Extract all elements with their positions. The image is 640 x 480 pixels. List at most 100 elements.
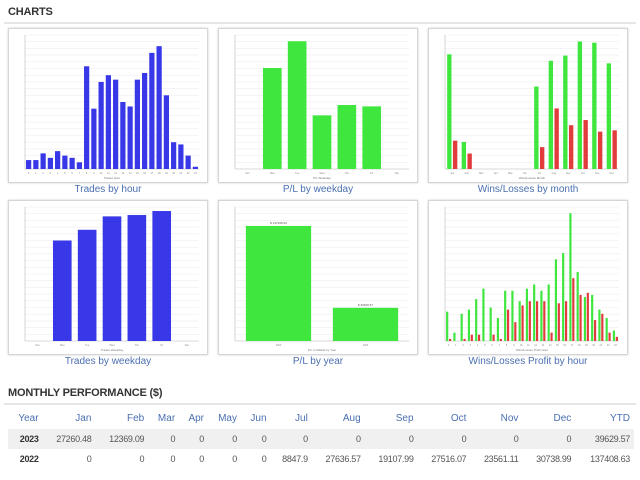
value-cell: 0 — [232, 454, 237, 464]
bar — [525, 288, 529, 341]
x-tick-label: Mon — [60, 344, 65, 347]
value-cell: 0 — [170, 454, 176, 464]
bar — [76, 162, 82, 169]
bar — [518, 301, 521, 341]
bar — [568, 125, 574, 169]
x-axis-label: Wins/Losses Profit Hour — [516, 348, 548, 352]
x-tick-label: 8 — [86, 172, 88, 175]
bar — [562, 253, 565, 341]
chart-svg: Sun Mon Tue Wed Thu Fri Sat Trades Weekday — [24, 206, 199, 352]
x-tick-label: 0 — [448, 344, 450, 347]
value-cell: 0 — [311, 429, 365, 449]
x-tick-label: Sun — [245, 172, 250, 175]
value-cell: 0 — [240, 429, 271, 449]
data-label: $ 39629.57 — [358, 303, 373, 307]
column-header: Jul — [295, 413, 308, 424]
bar — [178, 144, 184, 169]
value-cell: 12369.09 — [95, 429, 149, 449]
chart-svg: 0 1 2 3 4 5 6 7 8 9 10 11 12 13 14 15 16 17 18 19 20 21 22 23Tr… — [24, 34, 199, 180]
column-header: Jun — [250, 413, 267, 424]
x-tick-label: 20 — [172, 172, 175, 175]
x-tick-label: Wed — [109, 344, 115, 347]
x-axis-label: Trades Weekday — [101, 348, 124, 352]
column-header: Mar — [157, 413, 176, 424]
x-tick-label: 2 — [462, 344, 464, 347]
x-tick-label: 12 — [114, 172, 117, 175]
chart-title: Wins/Losses Profit by hour — [468, 356, 588, 367]
bar — [534, 86, 539, 169]
bar — [598, 309, 601, 341]
bar — [47, 157, 53, 169]
x-tick-label: 9 — [93, 172, 95, 175]
value-cell: 27260.48 — [42, 429, 96, 449]
bar — [554, 108, 559, 169]
bar — [577, 41, 583, 169]
value-cell: 0 — [522, 429, 576, 449]
column-header: Sep — [395, 413, 414, 424]
x-tick-label: 0 — [28, 172, 30, 175]
bar — [535, 301, 539, 341]
bar — [447, 54, 452, 170]
value-cell: 0 — [417, 429, 471, 449]
x-tick-label: 17 — [150, 172, 153, 175]
bar — [492, 334, 495, 341]
divider — [4, 22, 636, 24]
x-tick-label: Tue — [295, 172, 300, 175]
bar — [539, 147, 545, 169]
x-tick-label: 15 — [136, 172, 139, 175]
chart-title: Trades by hour — [74, 184, 142, 195]
x-tick-label: 19 — [585, 344, 588, 347]
chart-svg: Sun Mon Tue Wed Thu Fri Sat P/L Weekday — [234, 34, 409, 180]
bar — [453, 332, 456, 341]
x-tick-label: 9 — [513, 344, 515, 347]
chart-title: P/L by year — [292, 356, 344, 367]
bar — [543, 301, 546, 341]
bar — [245, 225, 312, 341]
bar — [612, 130, 617, 169]
divider — [4, 403, 636, 405]
bar — [586, 292, 589, 341]
table-row: 2023 27260.48 12369.09 0 0 0 0 0 0 0 0 0 0 39629.57 — [8, 429, 634, 449]
bar — [504, 290, 507, 341]
x-tick-label: 10 — [100, 172, 103, 175]
bar — [550, 332, 553, 341]
x-tick-label: 5 — [484, 344, 486, 347]
x-axis-label: Trades Hour — [104, 176, 121, 180]
bar — [475, 299, 478, 341]
value-cell: 137408.63 — [590, 454, 630, 464]
table-row: 2022 0 0 0 0 0 0 8847.9 27636.57 19107.99 27516.07… — [8, 449, 634, 469]
chart-panel: Jan Feb Mar Apr May Jun Jul Aug Sep Oct Nov Dec Wins… — [428, 28, 628, 183]
value-cell: 0 — [199, 454, 205, 464]
x-tick-label: Thu — [345, 172, 350, 175]
x-tick-label: 20 — [592, 344, 595, 347]
x-tick-label: 5 — [64, 172, 66, 175]
x-tick-label: Sat — [185, 344, 189, 347]
bar — [312, 115, 332, 169]
x-tick-label: 16 — [563, 344, 566, 347]
x-tick-label: 2022 — [276, 344, 282, 347]
bar — [337, 105, 357, 169]
value-cell: 0 — [179, 429, 209, 449]
bar — [77, 229, 97, 341]
x-tick-label: 14 — [129, 172, 132, 175]
value-cell: 0 — [139, 454, 145, 464]
x-tick-label: Mon — [270, 172, 275, 175]
bar — [262, 68, 282, 169]
monthly-performance-heading: MONTHLY PERFORMANCE ($) — [8, 387, 163, 399]
bar — [477, 334, 481, 341]
bar — [548, 60, 554, 170]
x-tick-label: 23 — [614, 344, 617, 347]
bar — [496, 317, 500, 341]
bar — [113, 79, 119, 169]
bar — [572, 278, 575, 341]
bar — [120, 102, 126, 169]
chart-panel: 0 1 2 3 4 5 6 7 8 9 10 11 12 13 14 15 16 17 18 19 20 21 22 23 Wi… — [428, 200, 628, 355]
x-tick-label: Wed — [319, 172, 325, 175]
value-cell: 0 — [261, 454, 267, 464]
x-tick-label: 12 — [534, 344, 537, 347]
bar — [593, 320, 597, 341]
value-cell: 8847.9 — [282, 454, 308, 464]
x-tick-label: Sat — [395, 172, 399, 175]
column-header: Year — [18, 413, 39, 424]
x-axis-label: Wins/Losses Month — [519, 176, 546, 180]
